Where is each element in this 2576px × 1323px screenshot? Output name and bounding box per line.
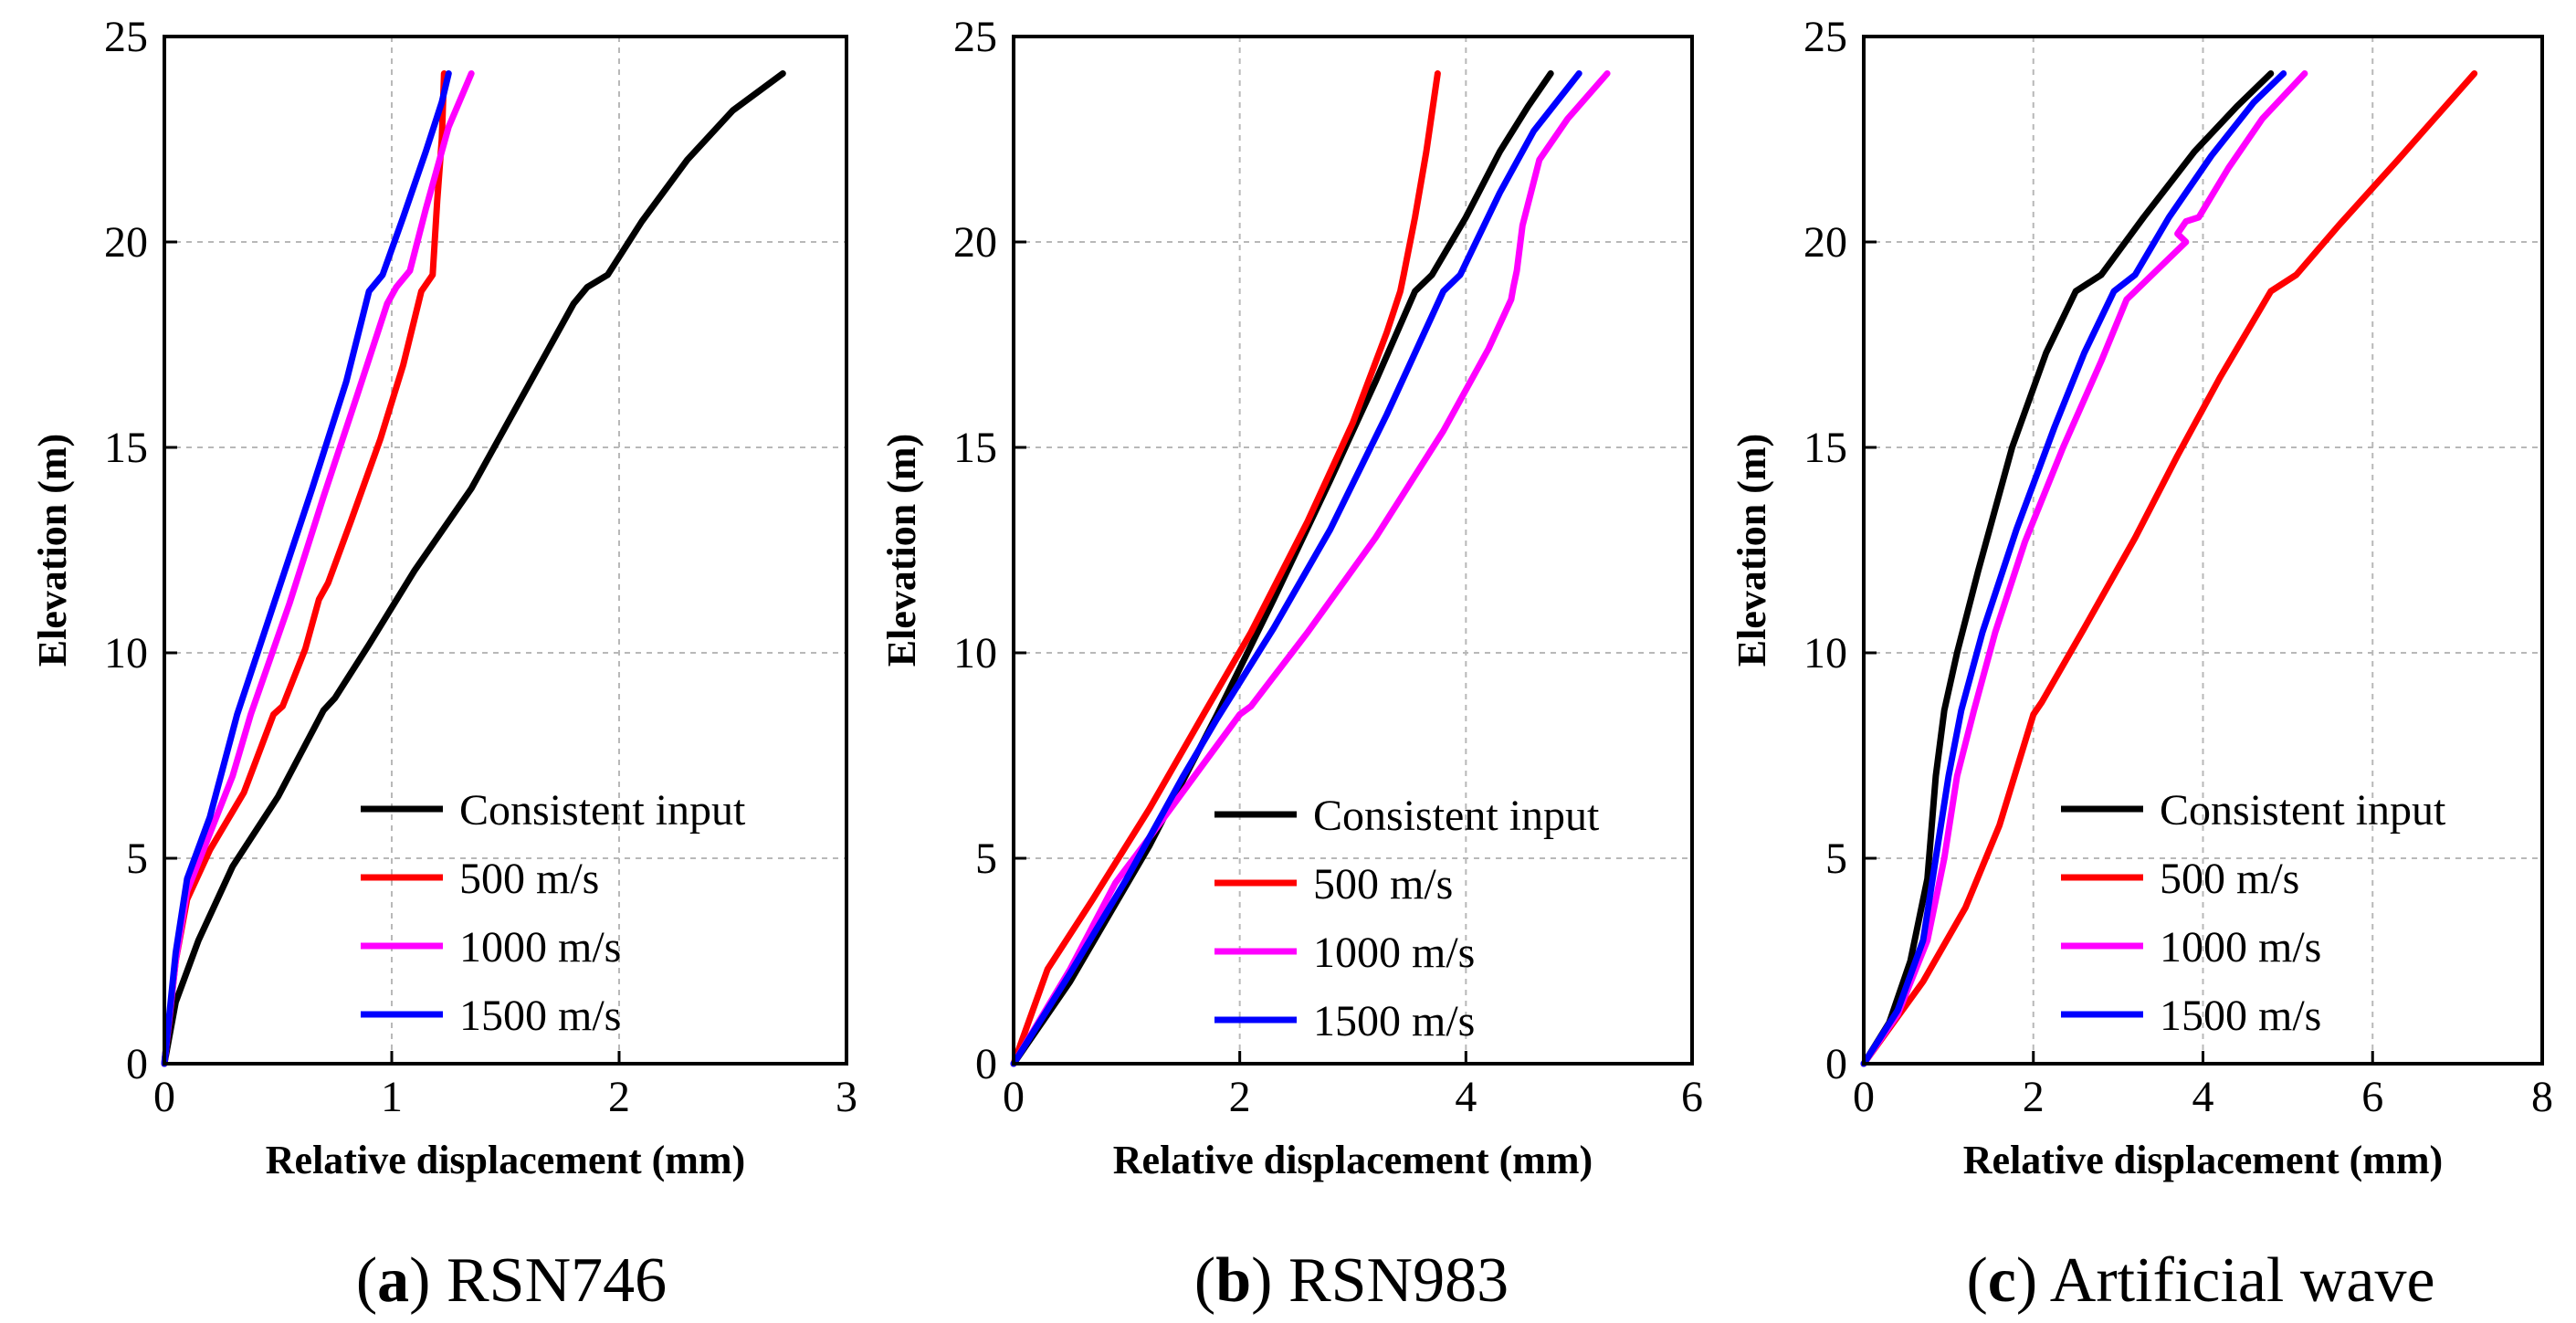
x-tick-label: 3: [836, 1073, 857, 1121]
x-axis-title: Relative displacement (mm): [1113, 1138, 1593, 1182]
y-tick-label: 10: [104, 629, 148, 677]
y-tick-label: 5: [126, 835, 148, 883]
y-tick-label: 0: [126, 1040, 148, 1088]
legend-label: Consistent input: [459, 786, 746, 835]
series-line-4: [161, 70, 452, 1067]
legend-label: 1000 m/s: [2160, 923, 2321, 971]
x-tick-label: 2: [608, 1073, 630, 1121]
caption-text: RSN983: [1272, 1245, 1509, 1316]
y-tick-label: 15: [1803, 424, 1847, 472]
x-tick-label: 6: [1681, 1073, 1703, 1121]
caption-open-paren: (: [356, 1245, 377, 1316]
legend-label: 500 m/s: [459, 855, 599, 903]
panel-caption: (c) Artificial wave: [1966, 1245, 2434, 1316]
panel-caption: (b) RSN983: [1194, 1245, 1509, 1316]
caption-close-paren: ): [1251, 1245, 1272, 1316]
y-tick-label: 15: [953, 424, 997, 472]
x-tick-label: 0: [1003, 1073, 1025, 1121]
legend-label: 1500 m/s: [459, 992, 621, 1040]
plot-frame: [1012, 35, 1694, 1066]
legend-label: 1500 m/s: [1313, 997, 1475, 1045]
y-tick-label: 15: [104, 424, 148, 472]
legend-label: 500 m/s: [2160, 855, 2299, 903]
series-line-2: [161, 70, 447, 1067]
y-tick-label: 20: [1803, 218, 1847, 267]
x-tick-label: 0: [1853, 1073, 1875, 1121]
series-line-3: [161, 70, 475, 1067]
caption-text: RSN746: [430, 1245, 667, 1316]
series-line-1: [1010, 70, 1554, 1067]
caption-close-paren: ): [409, 1245, 430, 1316]
caption-text: Artificial wave: [2037, 1245, 2434, 1316]
x-tick-label: 4: [2192, 1073, 2214, 1121]
y-axis-title: Elevation (m): [1730, 434, 1774, 667]
legend-label: Consistent input: [1313, 792, 1600, 840]
series-line-2: [1010, 70, 1441, 1067]
series-line-4: [1860, 70, 2287, 1067]
legend: Consistent input 500 m/s 1000 m/s 1500 m/s: [361, 786, 746, 1040]
y-tick-label: 10: [1803, 629, 1847, 677]
series-line-3: [1860, 70, 2308, 1067]
x-tick-label: 8: [2531, 1073, 2553, 1121]
legend: Consistent input 500 m/s 1000 m/s 1500 m/s: [2061, 786, 2446, 1040]
chart-panel-c: 0 2 4 6 8 0 5 10 15 20 25 Relative displacement (mm…: [1730, 13, 2553, 1316]
caption-letter: b: [1215, 1245, 1251, 1316]
x-tick-label: 0: [153, 1073, 175, 1121]
x-axis-title: Relative displacement (mm): [266, 1138, 745, 1182]
series-line-1: [1860, 70, 2275, 1067]
y-tick-label: 5: [1825, 835, 1847, 883]
legend-label: Consistent input: [2160, 786, 2446, 835]
chart-panel-a: 0 1 2 3 0 5 10 15 20 25 Relative displacement (mm)…: [30, 13, 857, 1316]
legend: Consistent input 500 m/s 1000 m/s 1500 m/s: [1214, 792, 1600, 1045]
x-axis-title: Relative displacement (mm): [1963, 1138, 2443, 1182]
y-tick-label: 20: [104, 218, 148, 267]
series-line-1: [161, 70, 786, 1067]
y-tick-label: 20: [953, 218, 997, 267]
caption-close-paren: ): [2016, 1245, 2037, 1316]
y-tick-label: 25: [1803, 13, 1847, 61]
x-tick-label: 4: [1455, 1073, 1477, 1121]
x-tick-label: 2: [2023, 1073, 2045, 1121]
y-tick-label: 10: [953, 629, 997, 677]
y-tick-label: 0: [1825, 1040, 1847, 1088]
panel-caption: (a) RSN746: [356, 1245, 667, 1316]
y-axis-title: Elevation (m): [879, 434, 924, 667]
series-line-2: [1860, 70, 2478, 1067]
legend-label: 500 m/s: [1313, 860, 1453, 908]
caption-letter: c: [1988, 1245, 2016, 1316]
caption-open-paren: (: [1194, 1245, 1215, 1316]
legend-label: 1500 m/s: [2160, 992, 2321, 1040]
y-tick-label: 5: [975, 835, 997, 883]
caption-open-paren: (: [1966, 1245, 1987, 1316]
y-tick-label: 25: [953, 13, 997, 61]
legend-label: 1000 m/s: [1313, 929, 1475, 977]
plot-frame: [163, 35, 848, 1066]
series-line-4: [1010, 70, 1582, 1067]
y-tick-label: 0: [975, 1040, 997, 1088]
y-axis-title: Elevation (m): [30, 434, 75, 667]
caption-letter: a: [377, 1245, 409, 1316]
x-tick-label: 1: [381, 1073, 403, 1121]
x-tick-label: 6: [2361, 1073, 2383, 1121]
x-tick-label: 2: [1229, 1073, 1251, 1121]
chart-panel-b: 0 2 4 6 0 5 10 15 20 25 Relative displacement (mm)…: [879, 13, 1703, 1316]
legend-label: 1000 m/s: [459, 923, 621, 971]
y-tick-label: 25: [104, 13, 148, 61]
